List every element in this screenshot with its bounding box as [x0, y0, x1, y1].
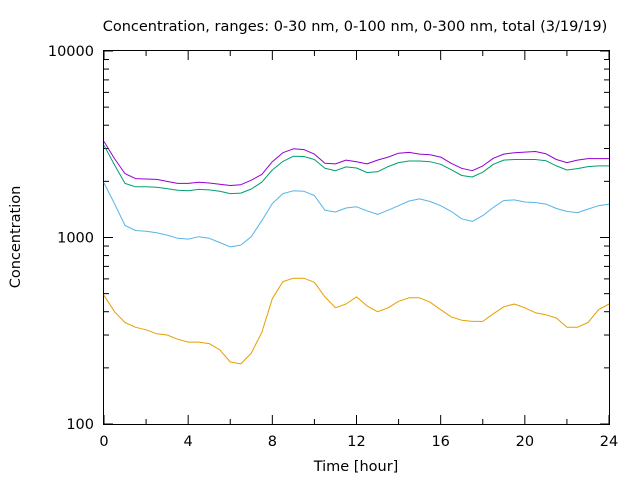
x-tick-label: 8 [268, 434, 277, 450]
y-tick-label: 1000 [57, 231, 94, 247]
y-axis-label: Concentration [8, 186, 24, 289]
x-tick-label: 16 [431, 434, 449, 450]
x-axis: 0 4 8 12 16 20 24 [99, 51, 618, 450]
x-tick-label: 0 [99, 434, 108, 450]
series-line-2 [103, 145, 609, 195]
x-tick-label: 12 [347, 434, 365, 450]
x-tick-label: 24 [600, 434, 618, 450]
y-axis: 100 1000 10000 [48, 44, 609, 433]
y-tick-label: 10000 [48, 44, 94, 60]
series-lines [103, 141, 610, 365]
x-tick-label: 4 [184, 434, 193, 450]
series-line-1 [103, 141, 609, 186]
x-tick-label: 20 [516, 434, 534, 450]
series-line-3 [103, 182, 610, 248]
y-tick-label: 100 [66, 417, 94, 433]
x-axis-label: Time [hour] [313, 459, 399, 475]
series-line-4 [103, 277, 610, 365]
chart-title: Concentration, ranges: 0-30 nm, 0-100 nm… [103, 19, 608, 35]
plot-area-frame [103, 50, 610, 425]
